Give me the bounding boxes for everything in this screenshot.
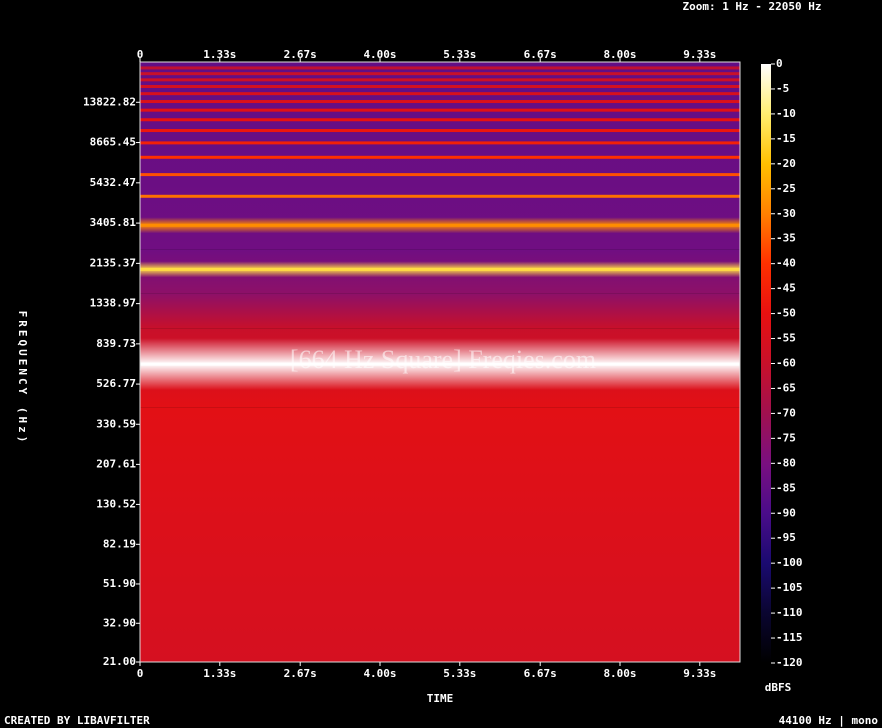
plot-border	[139, 61, 741, 663]
colorbar-tick-label: -25	[776, 182, 796, 195]
x-tick-label: 9.33s	[683, 48, 716, 61]
colorbar-tick-label: -5	[776, 82, 789, 95]
x-tick-label: 1.33s	[203, 48, 236, 61]
colorbar-label: dBFS	[765, 681, 792, 694]
colorbar-tick-label: -75	[776, 431, 796, 444]
colorbar	[761, 64, 771, 663]
x-tick-label: 2.67s	[284, 667, 317, 680]
colorbar-tick-label: -120	[776, 656, 803, 669]
y-axis-label: FREQUENCY (Hz)	[16, 311, 29, 446]
harmonic-band	[140, 92, 740, 96]
y-tick-label: 13822.82	[83, 95, 136, 108]
colorbar-tick-label: -10	[776, 107, 796, 120]
y-tick-label: 5432.47	[90, 176, 136, 189]
x-tick-label: 9.33s	[683, 667, 716, 680]
harmonic-band	[140, 84, 740, 88]
footer-left: CREATED BY LIBAVFILTER	[4, 714, 150, 727]
colorbar-tick-label: 0	[776, 57, 783, 70]
harmonic-band	[140, 362, 740, 366]
spectrum-floor	[140, 407, 740, 662]
x-tick-label: 4.00s	[363, 667, 396, 680]
colorbar-tick-label: -100	[776, 556, 803, 569]
harmonic-band	[140, 194, 740, 198]
x-tick-label: 8.00s	[603, 667, 636, 680]
harmonic-band	[140, 108, 740, 112]
x-tick-label: 0	[137, 667, 144, 680]
x-tick-label: 6.67s	[524, 667, 557, 680]
harmonic-band	[140, 118, 740, 122]
y-tick-label: 207.61	[96, 457, 136, 470]
y-tick-label: 82.19	[103, 537, 136, 550]
colorbar-tick-label: -85	[776, 481, 796, 494]
y-tick-label: 1338.97	[90, 297, 136, 310]
harmonic-band	[140, 141, 740, 145]
watermark: [664 Hz Square] Freqies.com	[290, 345, 596, 374]
y-tick-label: 21.00	[103, 655, 136, 668]
y-tick-label: 839.73	[96, 337, 136, 350]
header: Zoom: 1 Hz - 22050 Hz	[682, 0, 821, 13]
x-axis-label: TIME	[427, 692, 454, 705]
x-tick-label: 4.00s	[363, 48, 396, 61]
x-tick-label: 5.33s	[443, 48, 476, 61]
y-tick-label: 32.90	[103, 616, 136, 629]
colorbar-tick-label: -115	[776, 631, 803, 644]
colorbar-tick-label: -95	[776, 531, 796, 544]
colorbar-tick-label: -35	[776, 232, 796, 245]
harmonic-band	[140, 72, 740, 76]
colorbar-tick-label: -40	[776, 257, 796, 270]
harmonic-band	[140, 223, 740, 227]
y-tick-label: 2135.37	[90, 256, 136, 269]
harmonic-band	[140, 129, 740, 133]
y-tick-label: 526.77	[96, 377, 136, 390]
spectrum-floor	[140, 293, 740, 329]
colorbar-tick-label: -110	[776, 606, 803, 619]
x-tick-label: 6.67s	[524, 48, 557, 61]
x-tick-label: 0	[137, 48, 144, 61]
y-tick-label: 51.90	[103, 577, 136, 590]
colorbar-tick-label: -60	[776, 357, 796, 370]
y-tick-label: 330.59	[96, 417, 136, 430]
harmonic-band	[140, 100, 740, 104]
footer-right: 44100 Hz | mono	[779, 714, 879, 727]
colorbar-tick-label: -30	[776, 207, 796, 220]
colorbar-tick-label: -65	[776, 381, 796, 394]
colorbar-tick-label: -70	[776, 406, 796, 419]
colorbar-tick-label: -15	[776, 132, 796, 145]
y-tick-label: 3405.81	[90, 216, 137, 229]
harmonic-band	[140, 173, 740, 177]
harmonic-band	[140, 155, 740, 159]
x-tick-label: 1.33s	[203, 667, 236, 680]
colorbar-tick-label: -105	[776, 581, 803, 594]
colorbar-tick-label: -50	[776, 307, 796, 320]
colorbar-tick-label: -55	[776, 332, 796, 345]
colorbar-tick-label: -80	[776, 456, 796, 469]
harmonic-band	[140, 267, 740, 271]
harmonic-band	[140, 66, 740, 70]
x-tick-label: 5.33s	[443, 667, 476, 680]
colorbar-tick-label: -20	[776, 157, 796, 170]
colorbar-tick-label: -90	[776, 506, 796, 519]
x-tick-label: 2.67s	[284, 48, 317, 61]
harmonic-band	[140, 78, 740, 82]
colorbar-tick-label: -45	[776, 282, 796, 295]
y-tick-label: 8665.45	[90, 136, 136, 149]
y-tick-label: 130.52	[96, 497, 136, 510]
x-tick-label: 8.00s	[603, 48, 636, 61]
